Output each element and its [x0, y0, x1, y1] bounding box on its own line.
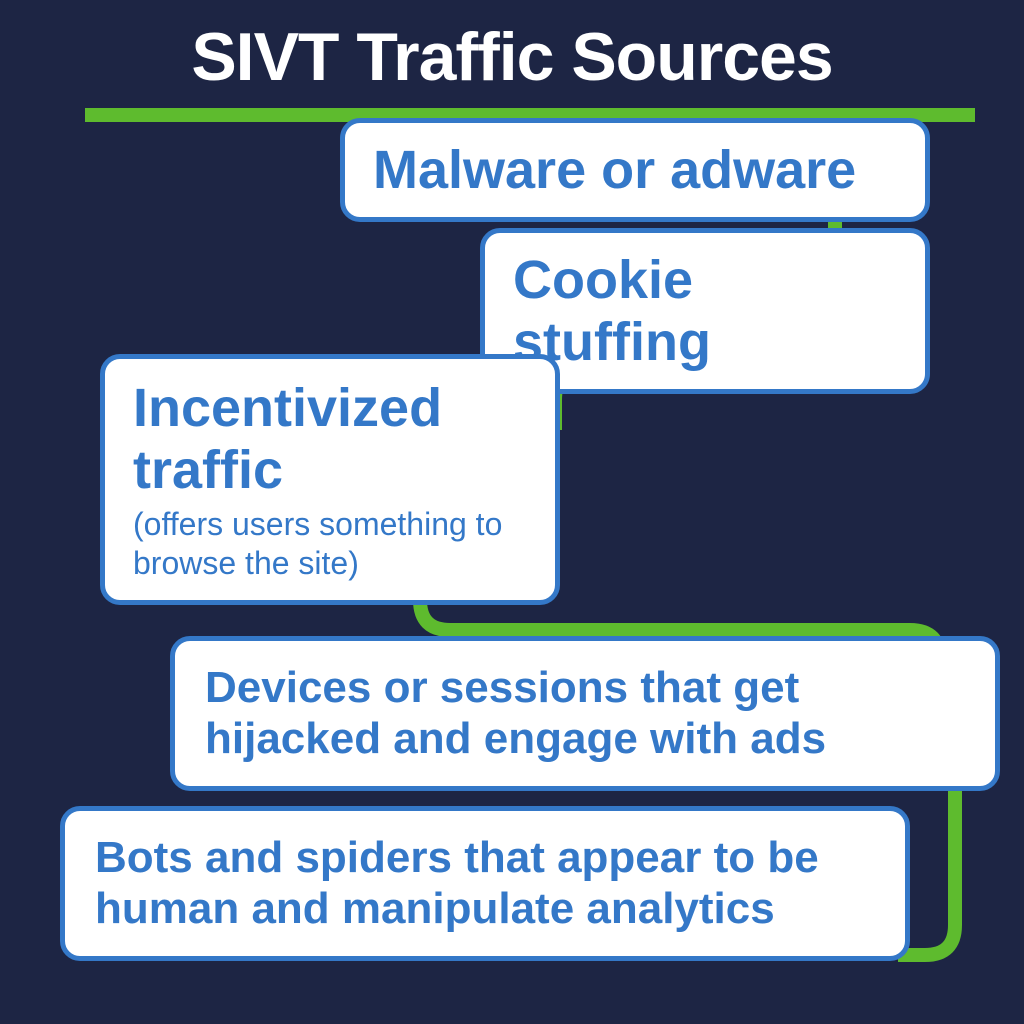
box-incentivized: Incentivized traffic (offers users somet…	[100, 354, 560, 605]
box-incentivized-title: Incentivized traffic	[133, 377, 527, 501]
box-malware: Malware or adware	[340, 118, 930, 222]
box-incentivized-subtitle: (offers users something to browse the si…	[133, 505, 527, 582]
page-title: SIVT Traffic Sources	[0, 0, 1024, 96]
box-bots: Bots and spiders that appear to be human…	[60, 806, 910, 961]
box-hijacked: Devices or sessions that get hijacked an…	[170, 636, 1000, 791]
